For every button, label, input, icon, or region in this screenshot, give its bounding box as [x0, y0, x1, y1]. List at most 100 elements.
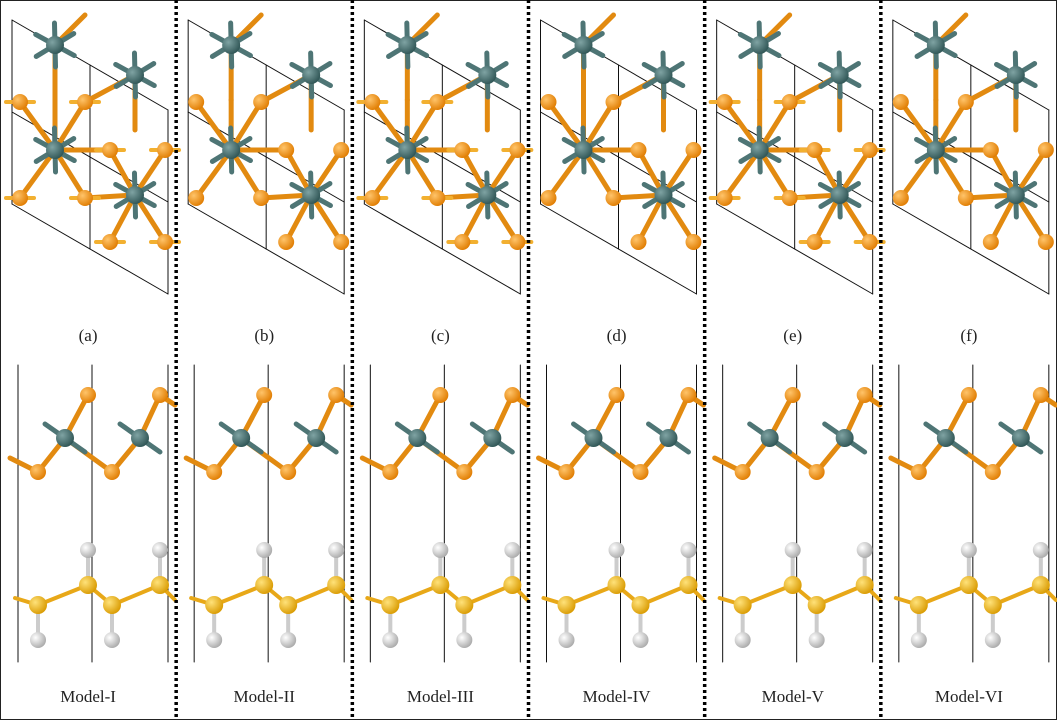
atom	[785, 387, 801, 403]
atom	[857, 542, 873, 558]
atom	[280, 464, 296, 480]
atom	[504, 542, 520, 558]
atom	[103, 596, 121, 614]
atom	[188, 190, 204, 206]
atom	[333, 142, 349, 158]
atom	[807, 234, 823, 250]
atom	[56, 429, 74, 447]
atom	[558, 596, 576, 614]
atom	[454, 142, 470, 158]
atom	[253, 94, 269, 110]
panel-label: (e)	[783, 326, 802, 345]
atom	[808, 596, 826, 614]
atom	[927, 36, 945, 54]
atom	[893, 190, 909, 206]
atom	[785, 542, 801, 558]
atom	[12, 190, 28, 206]
atom	[302, 186, 320, 204]
atom	[382, 464, 398, 480]
atom	[633, 464, 649, 480]
atom	[206, 632, 222, 648]
atom	[46, 141, 64, 159]
panel-label: (b)	[254, 326, 274, 345]
atom	[761, 429, 779, 447]
atom	[455, 596, 473, 614]
atom	[152, 387, 168, 403]
atom	[333, 234, 349, 250]
atom	[206, 464, 222, 480]
atom	[862, 142, 878, 158]
atom	[831, 66, 849, 84]
atom	[1012, 429, 1030, 447]
atom	[985, 464, 1001, 480]
atom	[456, 464, 472, 480]
atom	[188, 94, 204, 110]
atom	[911, 632, 927, 648]
atom	[454, 234, 470, 250]
atom	[456, 632, 472, 648]
atom	[983, 142, 999, 158]
atom	[307, 429, 325, 447]
atom	[807, 142, 823, 158]
atom	[77, 190, 93, 206]
atom	[927, 141, 945, 159]
atom	[937, 429, 955, 447]
atom	[751, 141, 769, 159]
atom	[1033, 387, 1049, 403]
atom	[575, 36, 593, 54]
atom	[960, 576, 978, 594]
atom	[328, 387, 344, 403]
atom	[279, 596, 297, 614]
atom	[680, 576, 698, 594]
atom	[784, 576, 802, 594]
atom	[256, 387, 272, 403]
atom	[157, 234, 173, 250]
atom	[278, 234, 294, 250]
atom	[958, 94, 974, 110]
atom	[398, 141, 416, 159]
model-label: Model-I	[60, 687, 116, 706]
atom	[893, 94, 909, 110]
atom	[831, 186, 849, 204]
atom	[79, 576, 97, 594]
atom	[429, 190, 445, 206]
atom	[857, 387, 873, 403]
atom	[205, 596, 223, 614]
atom	[606, 94, 622, 110]
atom	[432, 387, 448, 403]
atom	[655, 186, 673, 204]
atom	[1038, 142, 1054, 158]
atom	[232, 429, 250, 447]
atom	[686, 234, 702, 250]
atom	[559, 632, 575, 648]
atom	[302, 66, 320, 84]
atom	[809, 632, 825, 648]
atom	[503, 576, 521, 594]
model-label: Model-II	[234, 687, 296, 706]
atom	[102, 234, 118, 250]
panel-label: (a)	[79, 326, 98, 345]
atom	[606, 190, 622, 206]
atom	[856, 576, 874, 594]
atom	[157, 142, 173, 158]
atom	[398, 36, 416, 54]
atom	[126, 66, 144, 84]
atom	[222, 36, 240, 54]
atom	[681, 542, 697, 558]
atom	[632, 596, 650, 614]
atom	[681, 387, 697, 403]
atom	[104, 632, 120, 648]
atom	[253, 190, 269, 206]
model-label: Model-VI	[935, 687, 1003, 706]
atom	[983, 234, 999, 250]
atom	[1007, 186, 1025, 204]
atom	[382, 632, 398, 648]
atom	[151, 576, 169, 594]
panel-label: (f)	[960, 326, 977, 345]
atom	[782, 190, 798, 206]
atom	[364, 190, 380, 206]
panel-label: (d)	[607, 326, 627, 345]
atom	[655, 66, 673, 84]
atom	[911, 464, 927, 480]
atom	[131, 429, 149, 447]
